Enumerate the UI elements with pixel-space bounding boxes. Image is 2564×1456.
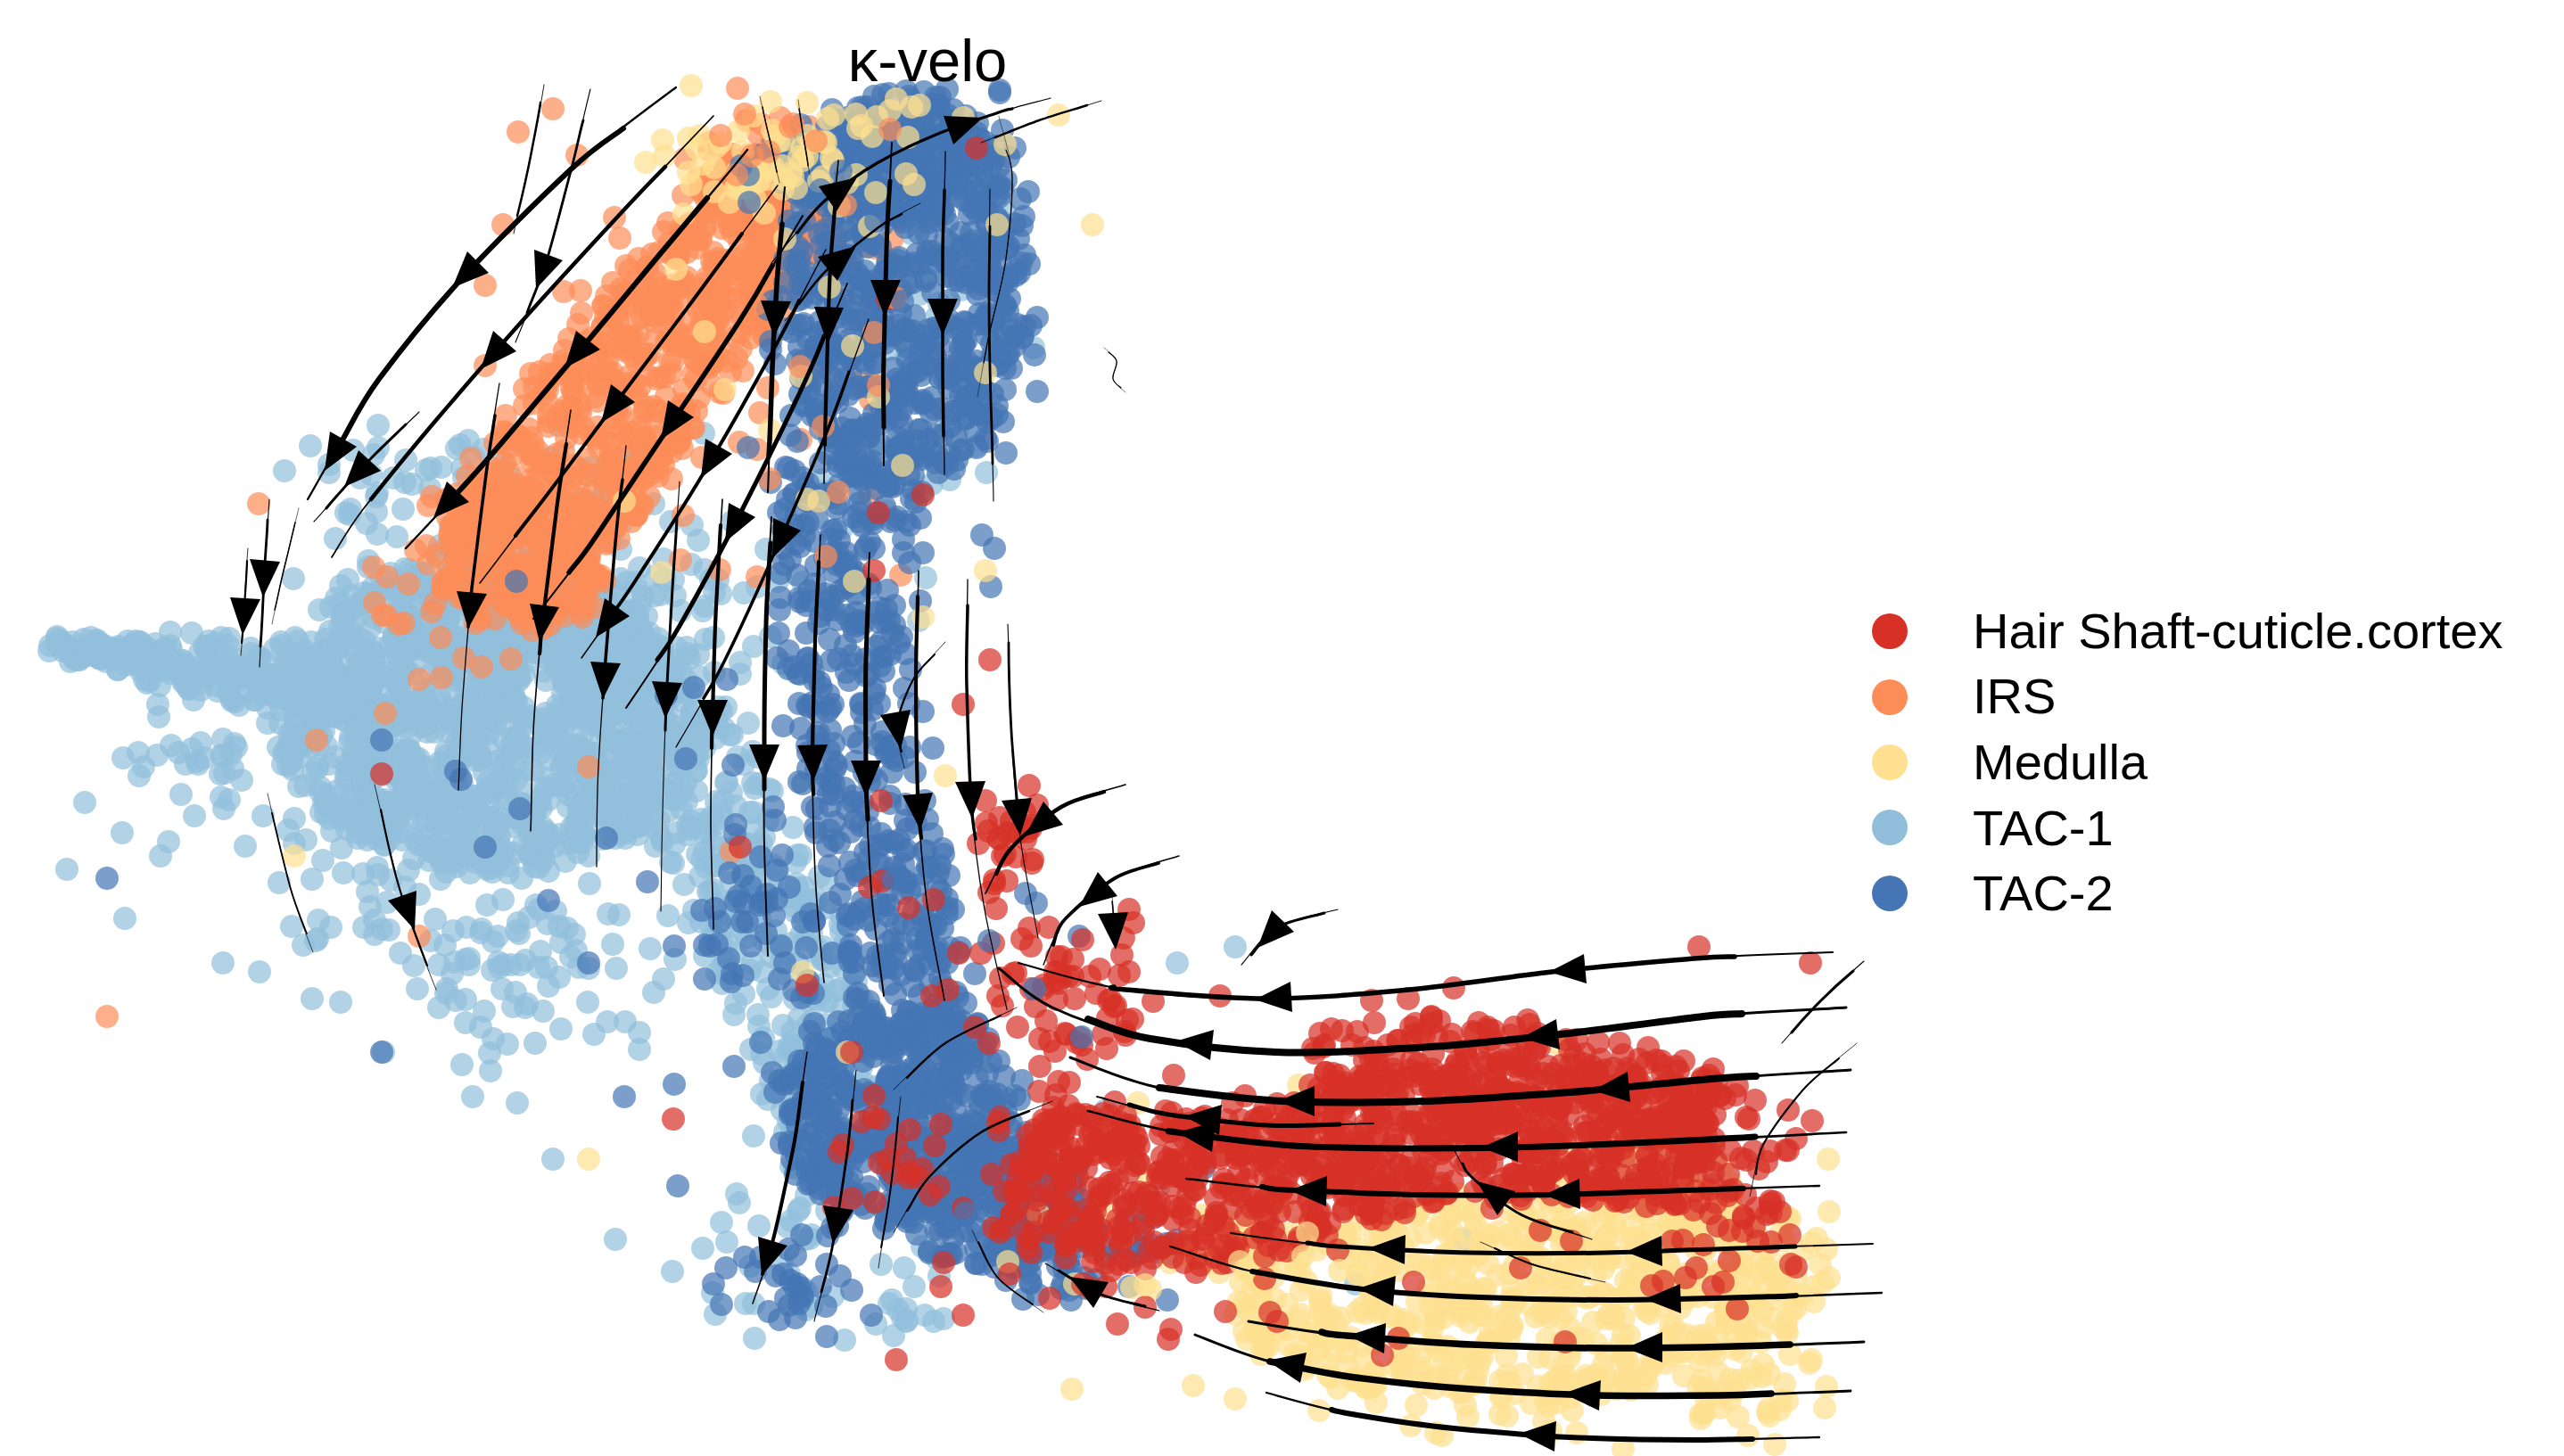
svg-text:κ-velo: κ-velo: [848, 27, 1008, 94]
svg-text:IRS: IRS: [1973, 668, 2056, 724]
svg-text:Hair Shaft-cuticle.cortex: Hair Shaft-cuticle.cortex: [1973, 603, 2502, 659]
svg-text:Medulla: Medulla: [1973, 734, 2148, 790]
svg-text:TAC-1: TAC-1: [1973, 800, 2114, 856]
svg-text:TAC-2: TAC-2: [1973, 865, 2114, 921]
